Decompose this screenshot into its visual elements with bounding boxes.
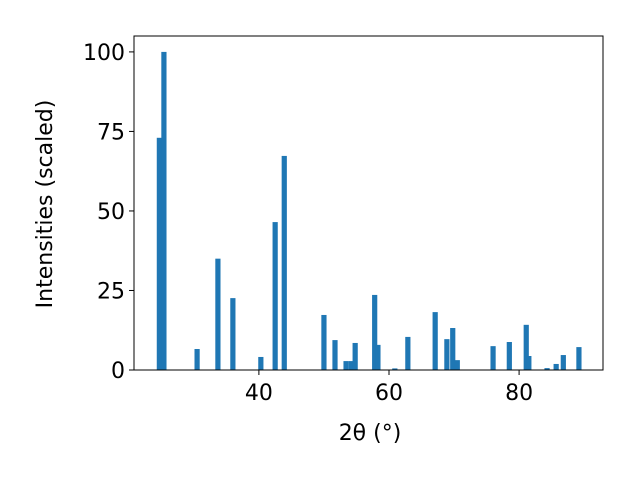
bar — [544, 368, 550, 370]
y-tick-label: 50 — [97, 200, 125, 225]
x-tick-label: 80 — [505, 381, 533, 406]
bar — [161, 51, 167, 371]
bar — [156, 137, 162, 370]
bar — [506, 342, 512, 370]
plot-frame — [133, 35, 604, 371]
y-tick-label: 75 — [97, 120, 125, 145]
x-axis-label: 2θ (°) — [339, 421, 402, 446]
bar — [523, 324, 529, 370]
y-tick-label: 0 — [111, 359, 125, 384]
bar — [454, 360, 460, 370]
bar — [343, 361, 349, 370]
x-tick-label: 40 — [245, 381, 273, 406]
y-tick-label: 100 — [83, 41, 125, 66]
bar — [490, 346, 496, 370]
bar — [392, 368, 398, 370]
bar — [281, 155, 287, 370]
bar — [332, 340, 338, 370]
bar — [432, 312, 438, 370]
bar — [352, 342, 358, 370]
bar — [194, 349, 200, 370]
bar — [372, 294, 378, 370]
y-tick-label: 25 — [97, 279, 125, 304]
bar — [258, 356, 264, 370]
bar — [272, 222, 278, 370]
bar — [405, 336, 411, 370]
y-axis-label: Intensities (scaled) — [33, 100, 58, 309]
bar — [348, 361, 354, 370]
bar — [526, 356, 532, 370]
bar — [576, 347, 582, 370]
bar — [560, 355, 566, 370]
bar — [375, 344, 381, 370]
bar — [450, 328, 456, 370]
bar — [553, 363, 559, 370]
bar — [215, 258, 221, 370]
x-tick-label: 60 — [375, 381, 403, 406]
bar — [444, 339, 450, 370]
bar — [321, 314, 327, 370]
bar — [230, 298, 236, 370]
